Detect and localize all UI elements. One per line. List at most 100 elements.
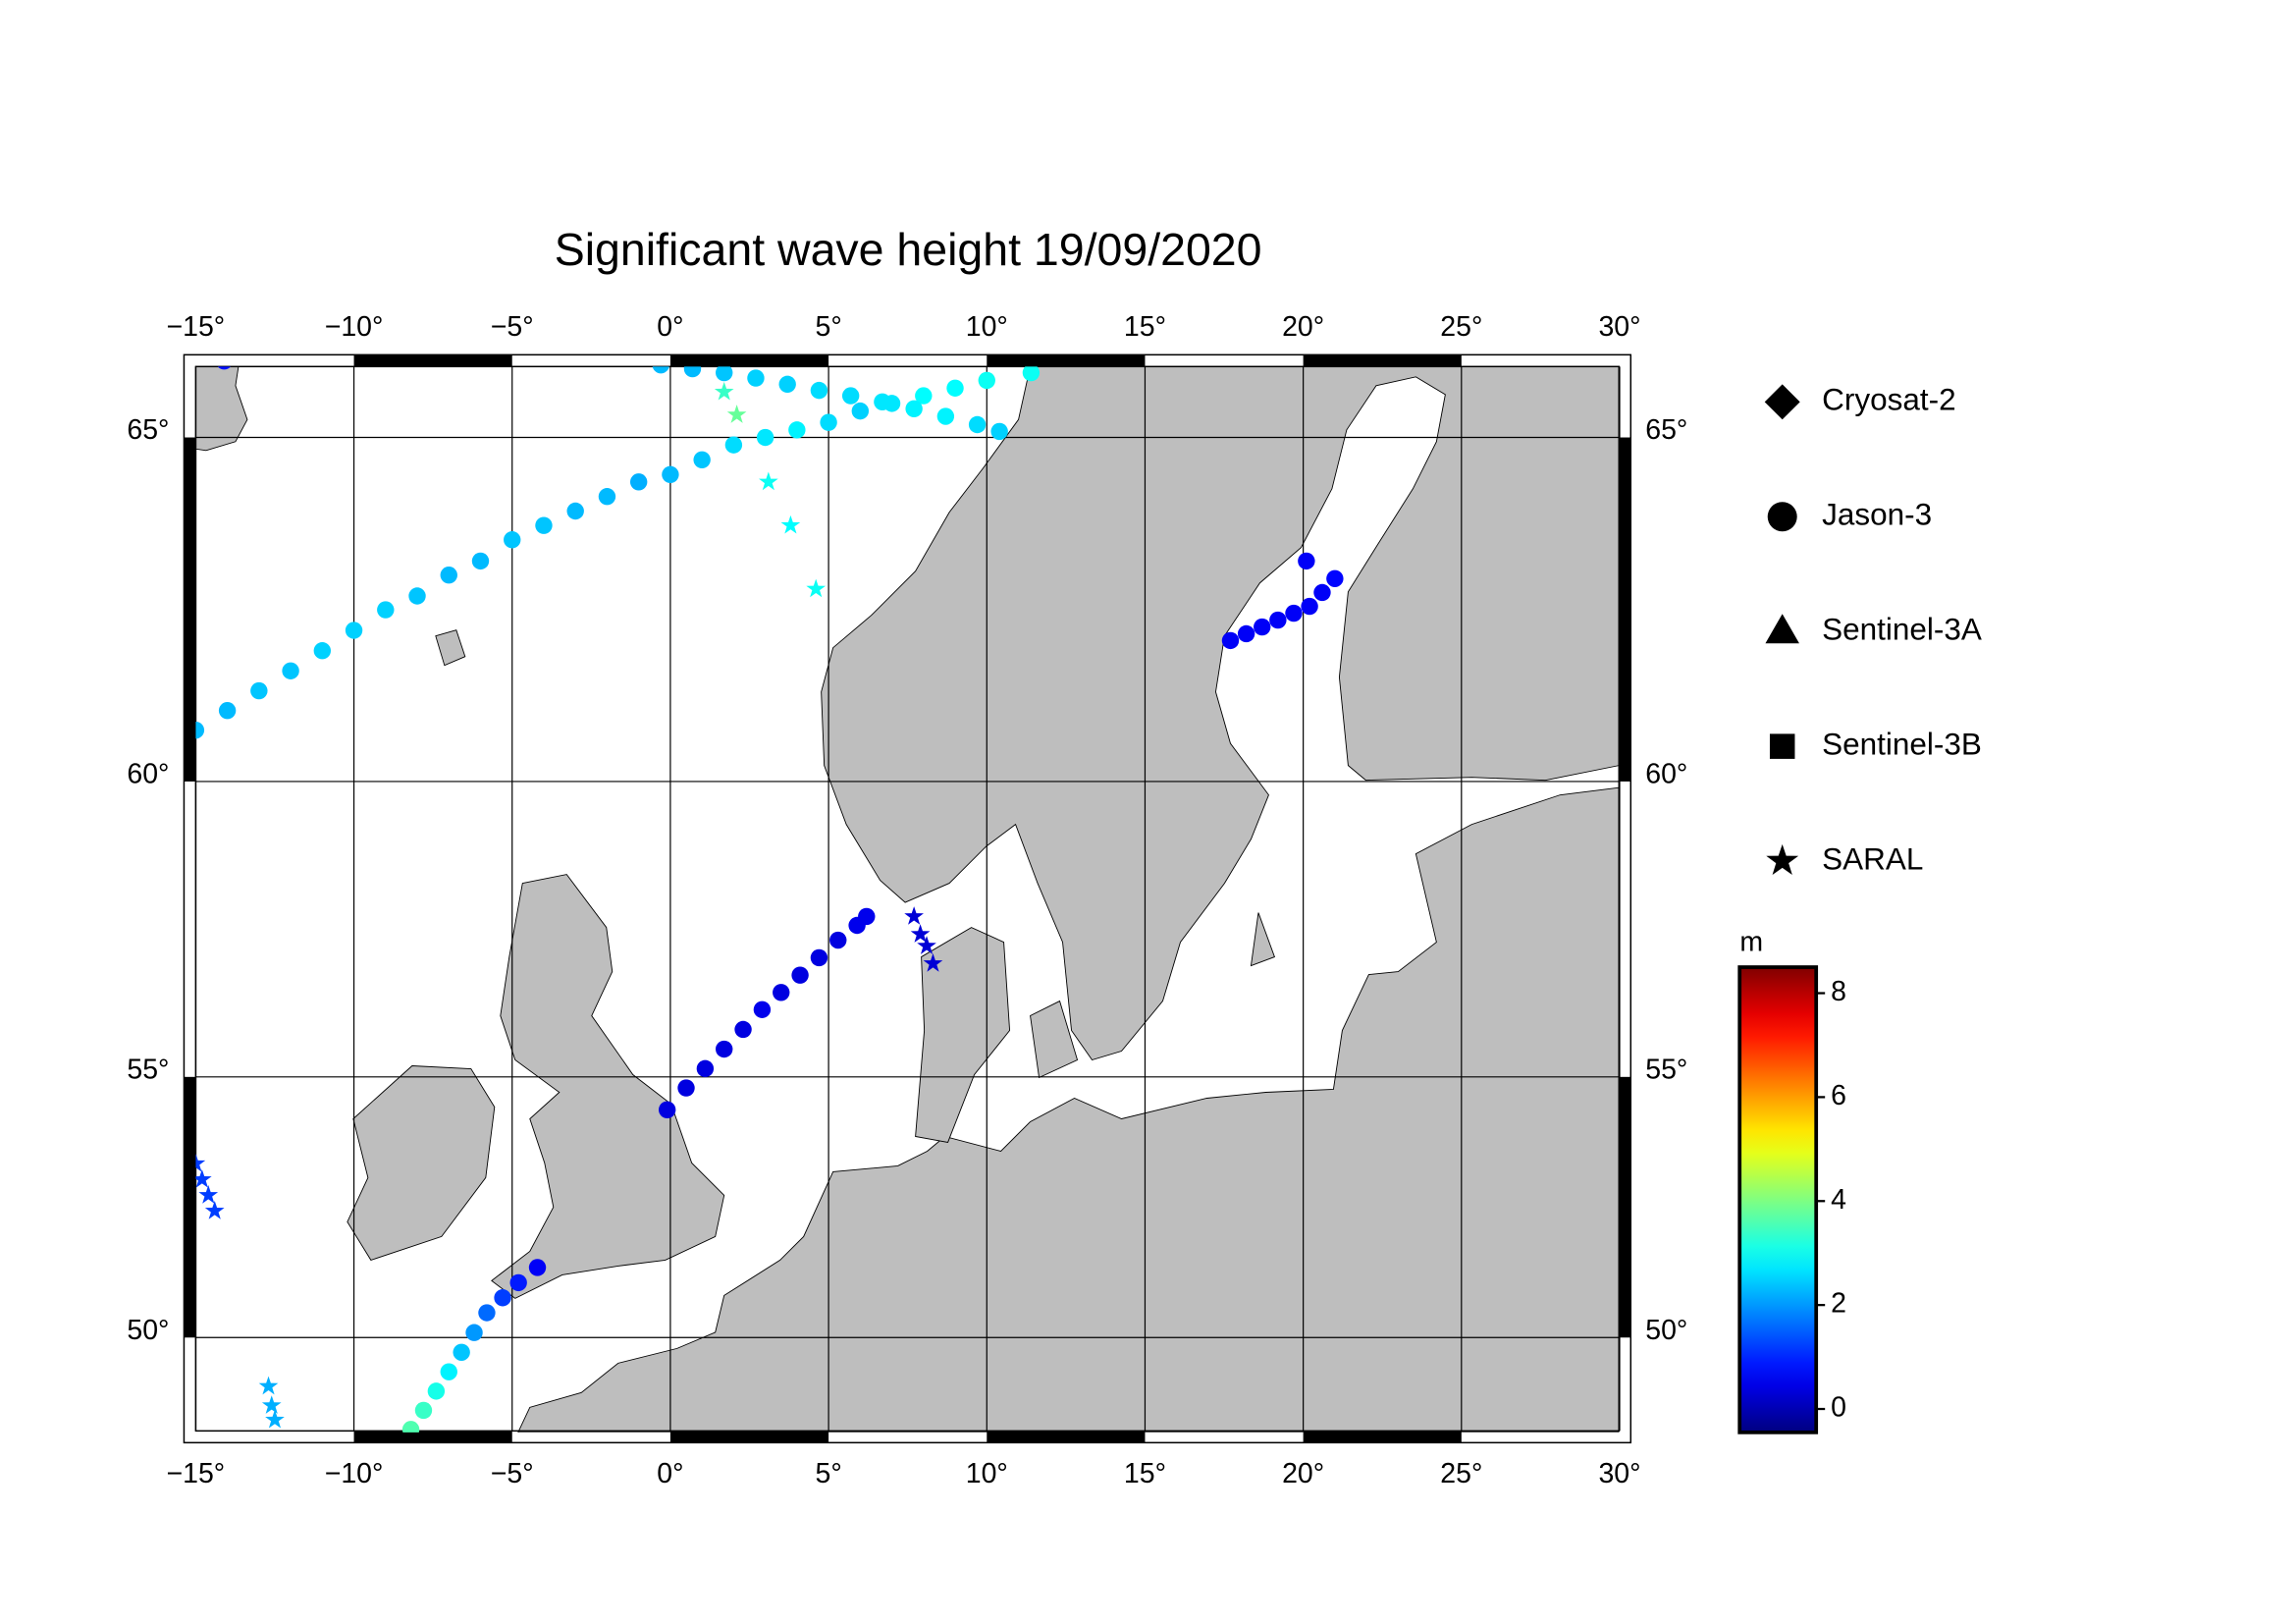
x-tick-label: 0° <box>657 1458 683 1489</box>
x-tick-label: −5° <box>491 311 534 343</box>
land <box>195 366 1620 1433</box>
observation-circle <box>978 371 995 390</box>
observation-circle <box>629 473 648 491</box>
x-tick-label: 0° <box>657 311 683 343</box>
observation-circle <box>478 1304 496 1322</box>
observation-circle <box>858 907 876 926</box>
observation-circle <box>874 393 891 411</box>
observation-circle <box>345 622 363 639</box>
observation-circle <box>1269 611 1287 629</box>
land-denmark <box>915 927 1011 1143</box>
y-tick-label: 65° <box>1645 414 1687 446</box>
land-ireland <box>347 1065 496 1261</box>
land-zealand <box>1030 1000 1079 1079</box>
observation-circle <box>218 702 237 720</box>
frame <box>183 353 1632 1444</box>
observation-star <box>780 514 801 534</box>
x-tick-label: 30° <box>1598 1458 1640 1489</box>
observation-circle <box>440 1363 457 1380</box>
observation-circle <box>968 415 987 434</box>
observation-circle <box>313 642 332 660</box>
colorbar-label: m <box>1739 927 1763 958</box>
y-tick-label: 65° <box>127 414 169 446</box>
observation-circle <box>716 1040 733 1058</box>
legend: Cryosat-2 Jason-3 Sentinel-3A Sentinel-3B SA… <box>1764 383 1982 876</box>
tick-labels: −15° −15° −10° −10° −5° −5° 0° 0° 5° 5° 10° 10° 15° 1… <box>127 311 1687 1489</box>
observation-star <box>806 578 827 598</box>
observation-circle <box>829 931 847 949</box>
observation-star <box>204 1200 225 1219</box>
observation-circle <box>1237 624 1255 643</box>
observation-circle <box>905 400 923 417</box>
x-tick-label: 20° <box>1282 311 1324 343</box>
x-tick-label: −15° <box>167 1458 226 1489</box>
observation-circle <box>401 1421 420 1433</box>
observation-circle <box>946 379 964 397</box>
observation-star <box>198 1185 219 1204</box>
observation-circle <box>471 552 490 570</box>
frame-segment <box>1619 437 1631 782</box>
frame-segment <box>184 1076 196 1338</box>
x-tick-label: 5° <box>815 1458 841 1489</box>
observation-circle <box>566 502 584 520</box>
observation-star <box>258 1376 279 1395</box>
observation-circle <box>773 984 790 1001</box>
land-britain <box>491 874 725 1299</box>
y-tick-label: 55° <box>127 1054 169 1085</box>
observation-star <box>917 936 936 954</box>
land-faroe <box>435 629 466 667</box>
land-scandinavia <box>821 366 1620 1061</box>
x-tick-label: 20° <box>1282 1458 1324 1489</box>
observation-circle <box>820 413 837 431</box>
colorbar-tick-label: 0 <box>1831 1392 1846 1424</box>
x-tick-label: 15° <box>1124 311 1166 343</box>
legend-label: Jason-3 <box>1822 498 1932 532</box>
observation-circle <box>1301 597 1318 616</box>
legend-marker <box>1764 384 1800 420</box>
colorbar-tick-label: 4 <box>1831 1184 1846 1216</box>
observations <box>195 366 1344 1433</box>
legend-marker <box>1769 733 1795 759</box>
observation-circle <box>734 1020 752 1039</box>
land-gotland <box>1250 912 1276 967</box>
frame-inner <box>194 365 1621 1433</box>
frame-segment <box>1303 1431 1462 1443</box>
observation-circle <box>504 531 521 549</box>
observation-circle <box>250 681 268 700</box>
land-iceland <box>195 366 248 452</box>
observation-star <box>714 381 734 401</box>
observation-circle <box>1326 569 1344 587</box>
colorbar-tick-label: 2 <box>1831 1288 1846 1320</box>
observation-circle <box>465 1324 483 1341</box>
colorbar-gradient <box>1737 965 1819 1434</box>
y-tick-label: 60° <box>1645 758 1687 789</box>
observation-circle <box>377 601 395 619</box>
x-tick-label: 25° <box>1440 311 1482 343</box>
observation-circle <box>693 451 711 469</box>
legend-label: Sentinel-3B <box>1822 727 1982 761</box>
observation-circle <box>662 465 679 484</box>
x-tick-label: 10° <box>966 311 1008 343</box>
y-tick-label: 55° <box>1645 1054 1687 1085</box>
observation-circle <box>427 1382 446 1400</box>
frame-segment <box>353 1431 512 1443</box>
colorbar-tick-label: 8 <box>1831 976 1846 1007</box>
observation-circle <box>195 721 205 739</box>
land-continent <box>517 786 1620 1433</box>
observation-star <box>904 906 924 925</box>
colorbar: m 0 2 4 6 8 <box>1737 927 1846 1434</box>
observation-star <box>195 1153 206 1172</box>
observation-star <box>726 405 747 423</box>
legend-label: Cryosat-2 <box>1822 383 1955 417</box>
x-tick-label: −10° <box>325 1458 384 1489</box>
x-tick-label: 15° <box>1124 1458 1166 1489</box>
observation-circle <box>1022 366 1041 382</box>
observation-star <box>910 924 931 943</box>
observation-circle <box>756 428 774 447</box>
observation-circle <box>408 587 426 605</box>
observation-circle <box>936 407 955 425</box>
observation-circle <box>841 387 860 405</box>
frame-segment <box>1303 354 1462 367</box>
